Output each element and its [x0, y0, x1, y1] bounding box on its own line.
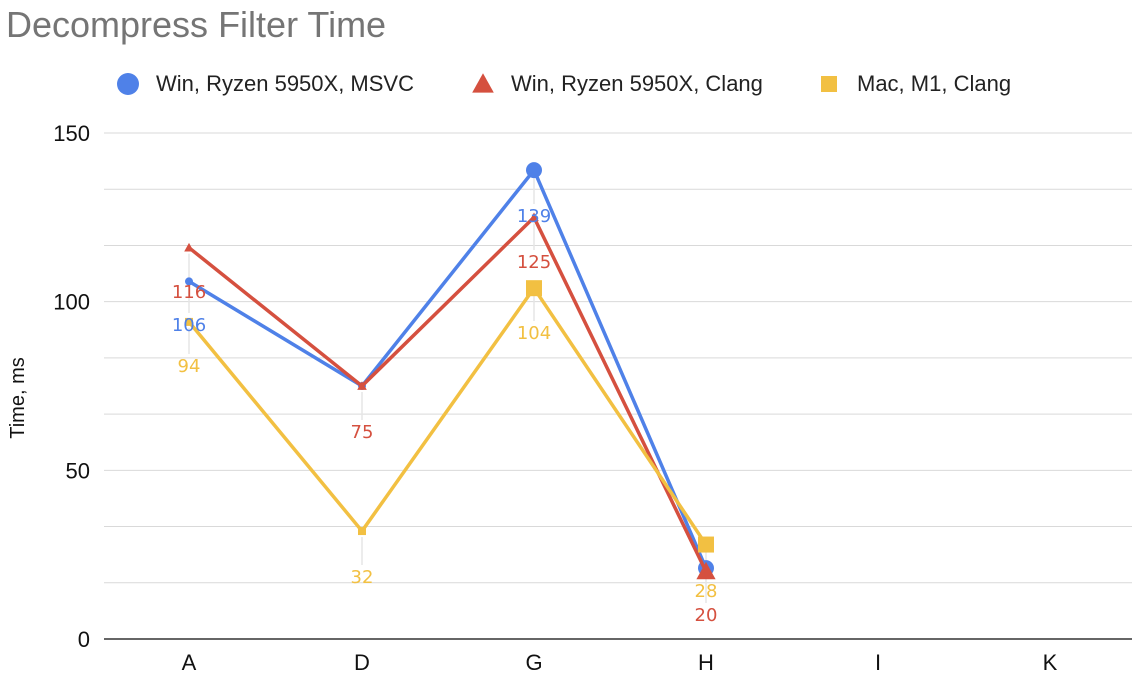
legend-label: Win, Ryzen 5950X, Clang [511, 71, 763, 96]
data-label: 116 [172, 282, 206, 303]
y-tick-label: 100 [53, 290, 90, 315]
data-point [185, 277, 193, 286]
data-point [357, 381, 367, 390]
series-line [187, 168, 708, 570]
chart-title: Decompress Filter Time [6, 4, 387, 45]
x-tick-label: D [354, 650, 370, 675]
y-axis-ticks: 0 50 100 150 [53, 121, 90, 652]
legend-square-icon [821, 76, 837, 92]
series-win-ryzen-5950x-msvc [185, 162, 714, 577]
legend-item-win-ryzen-5950x-clang: Win, Ryzen 5950X, Clang [472, 71, 763, 96]
legend-label: Mac, M1, Clang [857, 71, 1011, 96]
legend-circle-icon [117, 73, 139, 95]
legend-item-win-ryzen-5950x-msvc: Win, Ryzen 5950X, MSVC [117, 71, 414, 96]
data-label: 106 [172, 315, 206, 336]
data-label: 75 [351, 422, 374, 443]
x-tick-label: H [698, 650, 714, 675]
legend-label: Win, Ryzen 5950X, MSVC [156, 71, 414, 96]
x-tick-label: K [1043, 650, 1058, 675]
y-tick-label: 0 [78, 627, 90, 652]
series-line [187, 215, 708, 574]
x-tick-label: I [875, 650, 881, 675]
data-label: 28 [695, 581, 718, 602]
data-label: 20 [695, 605, 718, 626]
data-point [526, 162, 542, 179]
y-tick-label: 150 [53, 121, 90, 146]
data-point [185, 317, 193, 326]
data-label: 139 [517, 206, 551, 227]
data-point [696, 561, 716, 580]
data-point [358, 527, 366, 536]
y-tick-label: 50 [66, 458, 90, 483]
y-axis-title: Time, ms [7, 357, 29, 438]
data-label: 32 [351, 567, 374, 588]
data-point [526, 280, 542, 297]
legend: Win, Ryzen 5950X, MSVC Win, Ryzen 5950X, … [117, 71, 1011, 96]
series-win-ryzen-5950x-clang [184, 212, 716, 580]
data-label: 104 [517, 323, 551, 344]
series-line [187, 286, 708, 547]
series-mac-m1-clang [185, 280, 714, 553]
legend-triangle-icon [472, 73, 494, 93]
data-point [698, 536, 714, 553]
data-labels: 106 139 116 75 125 20 94 32 104 28 [172, 206, 718, 626]
data-label: 94 [178, 356, 201, 377]
gridlines [104, 132, 1132, 640]
data-label: 125 [517, 252, 551, 273]
x-tick-label: A [182, 650, 197, 675]
legend-item-mac-m1-clang: Mac, M1, Clang [821, 71, 1011, 96]
x-tick-label: G [525, 650, 542, 675]
data-point [529, 212, 539, 222]
series-lines [184, 162, 716, 580]
data-point [184, 242, 194, 252]
